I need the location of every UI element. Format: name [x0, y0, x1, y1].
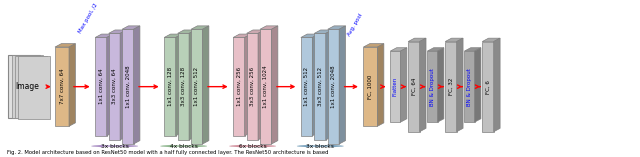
- Polygon shape: [233, 38, 244, 136]
- Text: BN & Dropout: BN & Dropout: [430, 68, 435, 106]
- Polygon shape: [420, 38, 426, 132]
- Polygon shape: [457, 38, 463, 132]
- Polygon shape: [189, 30, 195, 140]
- Polygon shape: [378, 44, 384, 126]
- Text: 1x1 conv, 2048: 1x1 conv, 2048: [331, 65, 336, 108]
- Text: 3x3 conv, 128: 3x3 conv, 128: [181, 67, 186, 106]
- Polygon shape: [55, 47, 69, 126]
- Text: FC, 1000: FC, 1000: [368, 74, 373, 99]
- Text: FC, 6: FC, 6: [486, 80, 490, 94]
- Polygon shape: [408, 38, 426, 42]
- Polygon shape: [246, 33, 258, 140]
- Text: FC, 32: FC, 32: [449, 78, 453, 95]
- Polygon shape: [401, 48, 407, 122]
- Polygon shape: [175, 34, 182, 136]
- Text: 6x blocks: 6x blocks: [239, 143, 266, 149]
- Polygon shape: [339, 26, 346, 144]
- Polygon shape: [244, 34, 251, 136]
- Polygon shape: [92, 145, 138, 147]
- Polygon shape: [482, 42, 493, 132]
- Polygon shape: [69, 44, 76, 126]
- Text: 3x3 conv, 512: 3x3 conv, 512: [317, 67, 323, 106]
- Text: 1x1 conv, 512: 1x1 conv, 512: [195, 67, 199, 106]
- Polygon shape: [328, 26, 346, 29]
- Text: 3x3 conv, 64: 3x3 conv, 64: [112, 69, 117, 104]
- Text: Max pool, /2: Max pool, /2: [77, 2, 99, 34]
- Text: Fig. 2. Model architecture based on ResNet50 model with a half fully connected l: Fig. 2. Model architecture based on ResN…: [7, 150, 328, 155]
- Polygon shape: [314, 33, 326, 140]
- Text: 1x1 conv, 128: 1x1 conv, 128: [168, 67, 172, 106]
- Polygon shape: [95, 38, 107, 136]
- Polygon shape: [482, 38, 500, 42]
- Polygon shape: [301, 38, 312, 136]
- Polygon shape: [134, 26, 140, 144]
- Text: Flatten: Flatten: [393, 77, 398, 96]
- Polygon shape: [122, 26, 140, 29]
- Polygon shape: [326, 30, 332, 140]
- Polygon shape: [428, 51, 438, 122]
- Text: 1x1 conv, 2048: 1x1 conv, 2048: [125, 65, 131, 108]
- Text: 4x blocks: 4x blocks: [170, 143, 198, 149]
- Polygon shape: [164, 34, 182, 38]
- Polygon shape: [109, 30, 127, 33]
- Polygon shape: [202, 26, 209, 144]
- FancyBboxPatch shape: [18, 56, 50, 119]
- Polygon shape: [312, 34, 319, 136]
- Polygon shape: [328, 29, 339, 144]
- Polygon shape: [445, 42, 457, 132]
- Polygon shape: [120, 30, 127, 140]
- Polygon shape: [364, 44, 384, 47]
- Polygon shape: [297, 145, 344, 147]
- FancyBboxPatch shape: [8, 55, 40, 118]
- FancyBboxPatch shape: [15, 56, 47, 119]
- Text: Avg. pool: Avg. pool: [347, 12, 364, 37]
- Polygon shape: [95, 34, 113, 38]
- Polygon shape: [191, 29, 202, 144]
- Polygon shape: [122, 29, 134, 144]
- Polygon shape: [258, 30, 264, 140]
- Text: 1x1 conv, 64: 1x1 conv, 64: [99, 69, 104, 104]
- Polygon shape: [177, 30, 195, 33]
- Text: 1x1 conv, 1024: 1x1 conv, 1024: [263, 65, 268, 108]
- Text: 1x1 conv, 512: 1x1 conv, 512: [304, 67, 309, 106]
- Text: 3x blocks: 3x blocks: [100, 143, 129, 149]
- Polygon shape: [390, 51, 401, 122]
- Polygon shape: [161, 145, 207, 147]
- Polygon shape: [465, 51, 474, 122]
- Polygon shape: [260, 29, 271, 144]
- Polygon shape: [408, 42, 420, 132]
- Polygon shape: [428, 48, 444, 51]
- Polygon shape: [438, 48, 444, 122]
- Polygon shape: [445, 38, 463, 42]
- Polygon shape: [474, 48, 481, 122]
- Text: 3x3 conv, 256: 3x3 conv, 256: [250, 67, 255, 106]
- FancyBboxPatch shape: [12, 55, 44, 118]
- Polygon shape: [314, 30, 332, 33]
- Text: 7x7 conv, 64: 7x7 conv, 64: [60, 69, 65, 104]
- Polygon shape: [191, 26, 209, 29]
- Polygon shape: [390, 48, 407, 51]
- Polygon shape: [246, 30, 264, 33]
- Polygon shape: [301, 34, 319, 38]
- Polygon shape: [364, 47, 378, 126]
- Polygon shape: [177, 33, 189, 140]
- Text: Image: Image: [15, 82, 40, 91]
- Polygon shape: [260, 26, 278, 29]
- Polygon shape: [164, 38, 175, 136]
- Text: BN & Dropout: BN & Dropout: [467, 68, 472, 106]
- Polygon shape: [465, 48, 481, 51]
- Polygon shape: [109, 33, 120, 140]
- Polygon shape: [107, 34, 113, 136]
- Polygon shape: [493, 38, 500, 132]
- Polygon shape: [233, 34, 251, 38]
- Text: FC, 64: FC, 64: [412, 78, 417, 95]
- Polygon shape: [271, 26, 278, 144]
- Text: 3x blocks: 3x blocks: [307, 143, 334, 149]
- Polygon shape: [229, 145, 276, 147]
- Polygon shape: [55, 44, 76, 47]
- Text: 1x1 conv, 256: 1x1 conv, 256: [236, 67, 241, 106]
